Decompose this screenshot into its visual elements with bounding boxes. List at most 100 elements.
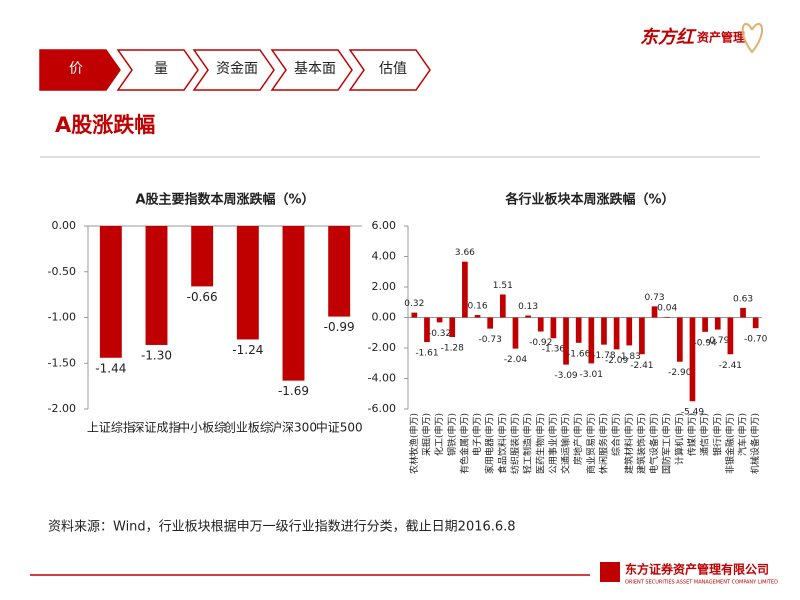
bar [740, 307, 746, 318]
y-tick-label: -4.00 [368, 372, 396, 385]
x-tick-label: 深证成指 [132, 420, 180, 435]
x-tick-label: 银行(申万) [711, 413, 723, 456]
bar [191, 226, 214, 287]
data-label: 0.16 [468, 302, 488, 312]
bar [676, 317, 683, 362]
data-label: -3.09 [554, 371, 578, 381]
bar [727, 317, 734, 355]
x-tick-label: 采掘(申万) [420, 413, 432, 456]
bar [328, 226, 351, 317]
chart-title: A股主要指数本周涨跌幅（%） [135, 192, 314, 208]
data-label: -0.66 [187, 290, 218, 304]
bar [499, 294, 506, 318]
data-label: 0.32 [404, 299, 424, 309]
data-label: -0.94 [693, 338, 717, 348]
x-tick-label: 计算机(申万) [673, 413, 685, 465]
data-label: 3.66 [455, 248, 475, 258]
x-tick-label: 中小板综 [178, 420, 226, 435]
data-label: -2.41 [630, 361, 653, 371]
bar [550, 317, 557, 339]
bar [626, 317, 633, 346]
bar [714, 317, 721, 330]
bar [512, 317, 519, 349]
data-label: -3.01 [580, 370, 603, 380]
footer-english: ORIENT SECURITIES ASSET MANAGEMENT COMPA… [625, 580, 778, 586]
data-label: -2.04 [504, 355, 528, 365]
x-tick-label: 食品饮料(申万) [496, 413, 508, 474]
x-tick-label: 非银金融(申万) [724, 413, 736, 474]
data-label: -0.32 [428, 329, 451, 339]
bar [664, 316, 671, 318]
data-label: -1.61 [415, 349, 438, 359]
x-tick-label: 纺织服装(申万) [509, 413, 521, 474]
x-tick-label: 交通运输(申万) [560, 413, 572, 474]
chart: A股主要指数本周涨跌幅（%） 0.00 -0.50 -1.00 -1.50 -2.00 -1… [48, 192, 363, 435]
bar [651, 306, 658, 318]
tab-label: 量 [154, 61, 168, 77]
data-label: -0.99 [324, 320, 355, 334]
data-label: -1.44 [95, 361, 126, 375]
bar [282, 226, 305, 381]
x-tick-label: 钢铁(申万) [446, 413, 458, 456]
tab-label: 价 [69, 61, 83, 77]
data-label: -1.28 [441, 344, 465, 354]
bar [563, 317, 569, 365]
data-label: 0.73 [645, 293, 665, 303]
bar [462, 261, 468, 318]
charts: A股主要指数本周涨跌幅（%） 0.00 -0.50 -1.00 -1.50 -2.00 -1… [48, 192, 768, 475]
data-label: 0.13 [518, 302, 538, 312]
y-tick-label: 0.00 [372, 311, 397, 324]
tabs: 价 量 资金面 基本面 估值 [39, 49, 431, 91]
x-tick-label: 创业板综 [224, 421, 272, 435]
logo-heart [741, 23, 764, 54]
x-tick-label: 国防军工(申万) [661, 413, 673, 474]
tab-label: 资金面 [216, 61, 258, 77]
chart: 各行业板块本周涨跌幅（%） 6.00 4.00 2.00 0.00 -2.00 -4.00 -… [368, 192, 768, 475]
x-tick-label: 化工(申万) [433, 413, 445, 456]
data-label: -1.66 [567, 349, 591, 359]
x-tick-label: 中证500 [316, 420, 363, 435]
heading: A股涨跌幅 [55, 113, 155, 137]
tab[interactable] [39, 49, 121, 91]
bar [424, 317, 430, 343]
data-label: -2.90 [668, 368, 692, 378]
bar [145, 226, 168, 345]
tab[interactable] [192, 49, 275, 91]
logo-brand: 东方红 [640, 27, 697, 48]
bar [601, 317, 607, 345]
data-label: -1.24 [232, 343, 263, 357]
x-tick-label: 房地产(申万) [572, 413, 584, 465]
x-tick-label: 机械设备(申万) [749, 413, 761, 474]
y-tick-label: 6.00 [372, 219, 397, 232]
data-label: -0.73 [479, 335, 502, 345]
x-tick-label: 汽车(申万) [737, 413, 749, 456]
bar [449, 317, 456, 338]
x-tick-label: 上证综指 [87, 420, 135, 435]
data-label: -0.70 [744, 335, 768, 345]
x-tick-label: 建筑材料(申万) [623, 413, 635, 474]
tab[interactable] [348, 49, 431, 91]
data-label: -1.69 [278, 384, 309, 398]
bar [411, 312, 418, 318]
footer-name: 东方证券资产管理有限公司 [625, 562, 769, 577]
data-label: -2.09 [605, 356, 629, 366]
x-tick-label: 传媒(申万) [686, 413, 698, 456]
x-tick-label: 建筑装饰(申万) [635, 413, 647, 474]
bar [752, 317, 759, 329]
bar [588, 317, 595, 364]
data-label: 0.63 [733, 294, 753, 304]
data-label: -1.83 [618, 352, 641, 362]
logo-sub: 资产管理 [697, 30, 745, 45]
bar [689, 317, 696, 402]
bar [525, 315, 531, 318]
y-tick-label: 2.00 [372, 280, 397, 293]
data-label: 1.51 [493, 281, 513, 291]
tab[interactable] [270, 49, 353, 91]
chart-title: 各行业板块本周涨跌幅（%） [504, 192, 674, 208]
data-label: -1.36 [542, 345, 566, 355]
source-note: 资料来源：Wind，行业板块根据申万一级行业指数进行分类，截止日期2016.6.… [48, 520, 516, 535]
x-tick-label: 家用电器(申万) [484, 413, 496, 474]
bar [702, 317, 708, 332]
tab[interactable] [116, 49, 199, 91]
